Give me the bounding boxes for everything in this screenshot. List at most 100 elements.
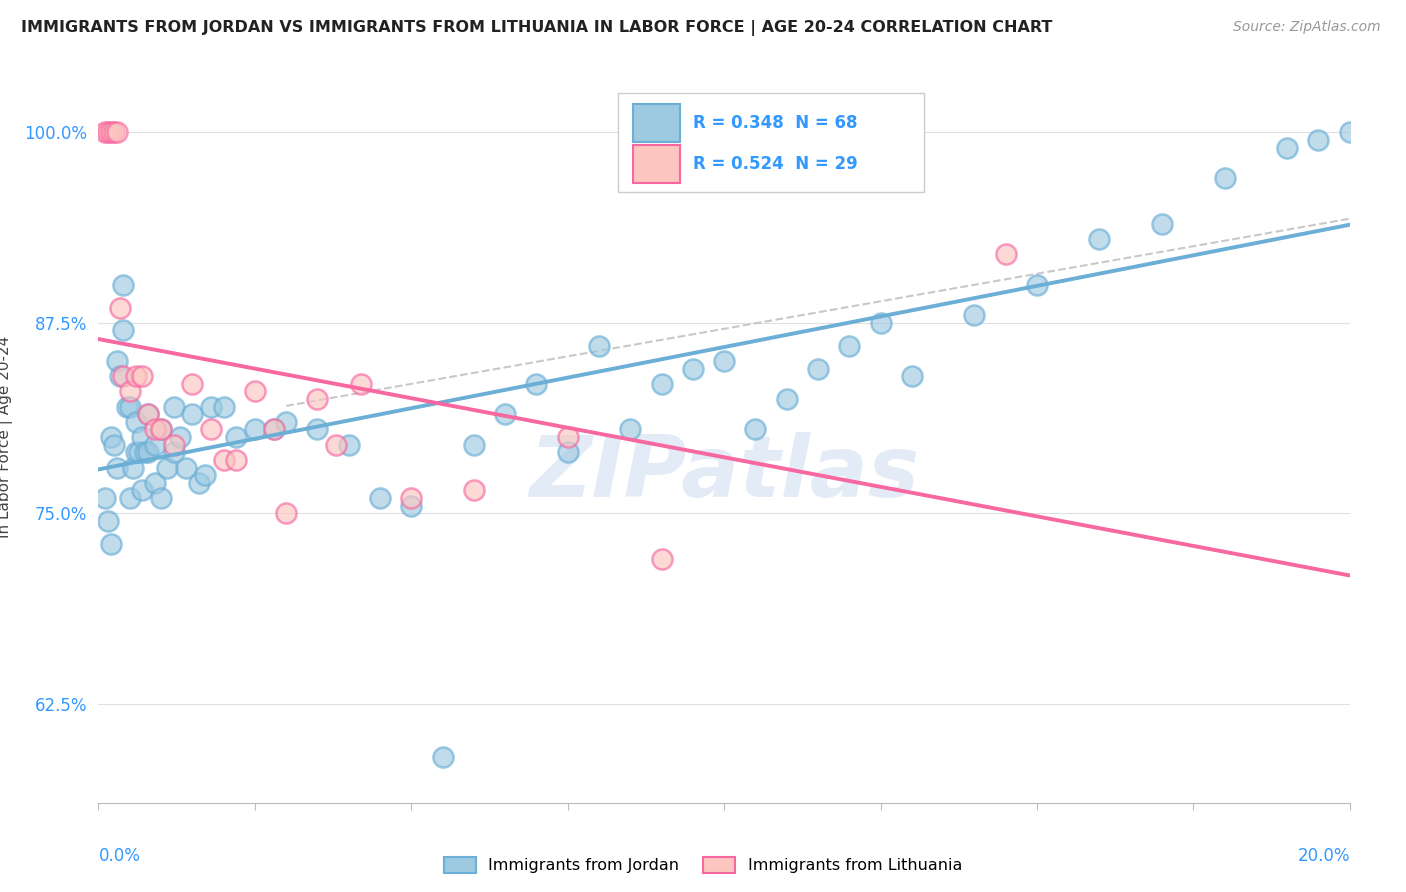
Point: [212, 400, 235, 414]
Point: [118, 400, 141, 414]
Point: [162, 400, 184, 414]
Point: [112, 277, 135, 292]
Point: [619, 422, 641, 436]
Point: [1277, 140, 1299, 154]
Point: [1339, 125, 1361, 139]
Point: [463, 483, 485, 498]
Text: IMMIGRANTS FROM JORDAN VS IMMIGRANTS FROM LITHUANIA IN LABOR FORCE | AGE 20-24 C: IMMIGRANTS FROM JORDAN VS IMMIGRANTS FRO…: [21, 20, 1053, 36]
Bar: [633, 145, 681, 183]
Point: [134, 445, 156, 459]
Point: [143, 475, 166, 490]
Point: [274, 415, 298, 429]
Point: [1150, 217, 1173, 231]
Point: [463, 438, 485, 452]
Point: [200, 422, 222, 436]
Point: [187, 475, 209, 490]
Point: [325, 438, 347, 452]
Point: [150, 422, 173, 436]
Legend: Immigrants from Jordan, Immigrants from Lithuania: Immigrants from Jordan, Immigrants from …: [437, 850, 969, 880]
Point: [225, 430, 247, 444]
Point: [432, 750, 454, 764]
Point: [103, 125, 125, 139]
Point: [1026, 277, 1049, 292]
Point: [162, 445, 184, 459]
Point: [526, 376, 548, 391]
Point: [162, 438, 184, 452]
Point: [143, 422, 166, 436]
Point: [194, 468, 217, 483]
Point: [150, 491, 173, 505]
Point: [143, 438, 166, 452]
Point: [100, 125, 122, 139]
Point: [118, 384, 141, 399]
Point: [131, 430, 153, 444]
Point: [776, 392, 799, 406]
Text: R = 0.348  N = 68: R = 0.348 N = 68: [693, 114, 858, 132]
Point: [212, 453, 235, 467]
Text: ZIPatlas: ZIPatlas: [529, 432, 920, 516]
Point: [869, 316, 891, 330]
Bar: [617, 94, 924, 192]
Point: [494, 407, 516, 421]
Point: [1308, 133, 1330, 147]
Point: [100, 430, 122, 444]
Point: [150, 422, 173, 436]
Point: [128, 445, 150, 459]
Point: [174, 460, 197, 475]
Point: [181, 376, 204, 391]
Point: [105, 354, 128, 368]
Bar: [633, 104, 681, 143]
Point: [125, 415, 148, 429]
Point: [243, 422, 266, 436]
Point: [337, 438, 360, 452]
Point: [994, 247, 1017, 261]
Point: [200, 400, 222, 414]
Text: R = 0.524  N = 29: R = 0.524 N = 29: [693, 155, 858, 173]
Y-axis label: In Labor Force | Age 20-24: In Labor Force | Age 20-24: [0, 336, 13, 538]
Point: [263, 422, 285, 436]
Point: [156, 460, 179, 475]
Point: [243, 384, 266, 399]
Point: [131, 483, 153, 498]
Point: [274, 506, 298, 520]
Point: [557, 430, 579, 444]
Point: [105, 460, 128, 475]
Point: [103, 438, 125, 452]
Point: [225, 453, 247, 467]
Point: [744, 422, 766, 436]
Point: [110, 301, 132, 315]
Point: [100, 537, 122, 551]
Point: [401, 499, 423, 513]
Point: [105, 125, 128, 139]
Point: [350, 376, 373, 391]
Point: [112, 323, 135, 337]
Point: [963, 308, 986, 322]
Point: [125, 369, 148, 384]
Text: Source: ZipAtlas.com: Source: ZipAtlas.com: [1233, 20, 1381, 34]
Point: [650, 552, 672, 566]
Point: [900, 369, 922, 384]
Point: [131, 369, 153, 384]
Point: [97, 125, 120, 139]
Point: [1088, 232, 1111, 246]
Point: [307, 392, 329, 406]
Point: [121, 460, 143, 475]
Point: [838, 338, 860, 352]
Point: [125, 445, 148, 459]
Text: 20.0%: 20.0%: [1298, 847, 1350, 864]
Point: [263, 422, 285, 436]
Point: [93, 491, 115, 505]
Point: [401, 491, 423, 505]
Point: [169, 430, 191, 444]
Point: [97, 514, 120, 528]
Point: [650, 376, 672, 391]
Point: [112, 369, 135, 384]
Point: [118, 491, 141, 505]
Point: [307, 422, 329, 436]
Point: [138, 445, 160, 459]
Point: [807, 361, 830, 376]
Point: [93, 125, 115, 139]
Point: [368, 491, 391, 505]
Point: [138, 407, 160, 421]
Point: [713, 354, 735, 368]
